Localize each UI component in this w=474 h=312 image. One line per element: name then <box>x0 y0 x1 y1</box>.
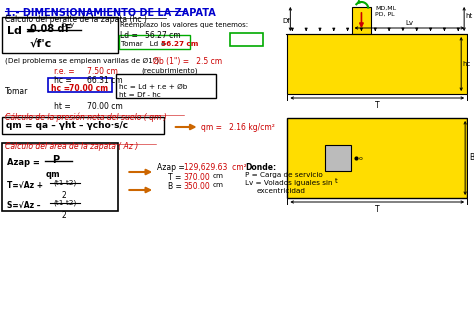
Text: Reemplazo los valores que tenemos:: Reemplazo los valores que tenemos: <box>120 22 248 28</box>
Text: P: P <box>52 155 59 165</box>
Text: Cálculo de la presión neta del suelo ( qm ): Cálculo de la presión neta del suelo ( q… <box>5 112 167 121</box>
Text: 7.50 cm: 7.50 cm <box>87 67 118 76</box>
FancyBboxPatch shape <box>2 17 118 53</box>
Text: 56.27 cm: 56.27 cm <box>161 41 198 47</box>
Text: (Del problema se emplean varillas de Ø1"): (Del problema se emplean varillas de Ø1"… <box>5 57 159 64</box>
Text: b: b <box>61 22 65 28</box>
Bar <box>287 34 467 94</box>
Text: Ld =: Ld = <box>7 26 35 36</box>
Bar <box>325 145 351 171</box>
Text: qm = qa – γht – γcho·s/c: qm = qa – γht – γcho·s/c <box>6 121 128 130</box>
Text: ht =: ht = <box>55 102 71 111</box>
Text: T: T <box>375 205 380 214</box>
Text: hc =: hc = <box>55 76 72 85</box>
Text: √f'c: √f'c <box>30 39 52 49</box>
Text: T=√Az +: T=√Az + <box>7 181 43 190</box>
Text: cm: cm <box>212 182 223 188</box>
Text: Calculo del peralte de la zapata (hc ): Calculo del peralte de la zapata (hc ) <box>5 15 147 24</box>
Text: 70.00 cm: 70.00 cm <box>69 84 108 93</box>
Text: qm: qm <box>46 170 60 179</box>
Text: MD,ML: MD,ML <box>375 6 396 11</box>
Bar <box>352 7 371 34</box>
Text: T =: T = <box>168 173 181 182</box>
Text: hc = Ld + r.e + Øb: hc = Ld + r.e + Øb <box>118 84 187 90</box>
Text: r.e. =: r.e. = <box>55 67 75 76</box>
Text: 1.- DIMENSIONAMIENTO DE LA ZAPATA: 1.- DIMENSIONAMIENTO DE LA ZAPATA <box>5 8 216 18</box>
FancyBboxPatch shape <box>2 143 118 211</box>
Text: 129,629.63  cm²: 129,629.63 cm² <box>184 163 246 172</box>
Bar <box>287 118 467 198</box>
Text: 70.00 cm: 70.00 cm <box>87 102 123 111</box>
Text: t: t <box>335 178 337 184</box>
FancyBboxPatch shape <box>118 35 190 49</box>
Text: T: T <box>375 101 380 110</box>
Text: Azap =: Azap = <box>7 158 40 167</box>
Text: PD, PL: PD, PL <box>375 12 395 17</box>
Text: Cálculo del área de la zapata ( Az ): Cálculo del área de la zapata ( Az ) <box>5 142 138 151</box>
Text: hc =: hc = <box>51 84 70 93</box>
Text: 370.00: 370.00 <box>184 173 210 182</box>
Bar <box>230 33 263 46</box>
FancyBboxPatch shape <box>48 78 111 92</box>
Text: Df: Df <box>283 18 290 24</box>
Text: (t1-t2): (t1-t2) <box>54 179 77 186</box>
Text: y: y <box>70 22 74 28</box>
Text: Lv: Lv <box>405 20 413 26</box>
Text: o: o <box>358 156 362 161</box>
Text: 2: 2 <box>61 211 66 220</box>
Text: ht: ht <box>465 13 473 19</box>
Text: excentricidad: excentricidad <box>257 188 306 194</box>
Text: 350.00: 350.00 <box>184 182 210 191</box>
Text: Lv = Volados iguales sin: Lv = Volados iguales sin <box>245 180 332 186</box>
Text: Donde:: Donde: <box>245 163 276 172</box>
Text: (recubrimiento): (recubrimiento) <box>141 67 198 74</box>
Text: B =: B = <box>168 182 182 191</box>
Text: F: F <box>64 24 71 34</box>
Text: B: B <box>469 154 474 163</box>
Text: P = Carga de servicio: P = Carga de servicio <box>245 172 323 178</box>
Text: cm: cm <box>212 173 223 179</box>
Text: 2: 2 <box>61 191 66 200</box>
Text: qm =   2.16 kg/cm²: qm = 2.16 kg/cm² <box>201 123 275 132</box>
Text: Ld =   56.27 cm: Ld = 56.27 cm <box>120 31 181 40</box>
Text: 66.31 cm: 66.31 cm <box>87 76 123 85</box>
Text: Tomar   Ld =: Tomar Ld = <box>121 41 169 47</box>
Text: ht = Df - hc: ht = Df - hc <box>118 92 160 98</box>
FancyBboxPatch shape <box>2 117 164 134</box>
FancyBboxPatch shape <box>116 74 216 98</box>
Text: S=√Az –: S=√Az – <box>7 201 40 210</box>
Text: 0.08 d: 0.08 d <box>30 24 64 34</box>
Text: hc: hc <box>462 61 471 67</box>
Text: (t1-t2): (t1-t2) <box>54 199 77 206</box>
Text: Tomar: Tomar <box>5 87 28 96</box>
Text: Øb (1") =   2.5 cm: Øb (1") = 2.5 cm <box>153 57 222 66</box>
Text: Azap =: Azap = <box>157 163 185 172</box>
